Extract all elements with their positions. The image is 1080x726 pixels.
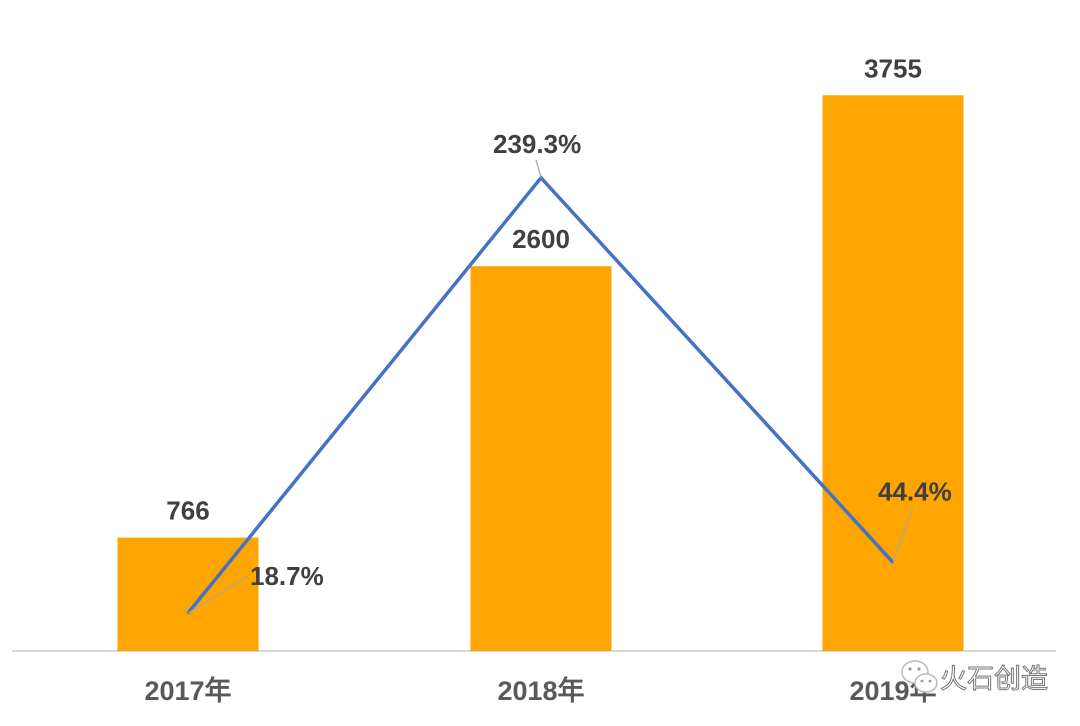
bar-value-label: 766 <box>166 496 209 526</box>
bar-2018年 <box>470 266 612 651</box>
line-value-label: 239.3% <box>493 129 581 159</box>
watermark: 火石创造 <box>901 660 1049 695</box>
line-value-label: 44.4% <box>878 476 952 506</box>
x-tick-label: 2017年 <box>144 675 231 706</box>
wechat-icon <box>901 660 938 693</box>
bar-2019年 <box>822 95 964 651</box>
line-value-label: 18.7% <box>250 561 324 591</box>
x-tick-label: 2018年 <box>497 675 584 706</box>
leader-line <box>187 575 249 614</box>
watermark-text: 火石创造 <box>940 664 1048 694</box>
leader-line <box>535 159 542 178</box>
leader-line <box>892 509 913 563</box>
bar-value-label: 3755 <box>864 53 922 83</box>
bar-value-label: 2600 <box>512 224 570 254</box>
